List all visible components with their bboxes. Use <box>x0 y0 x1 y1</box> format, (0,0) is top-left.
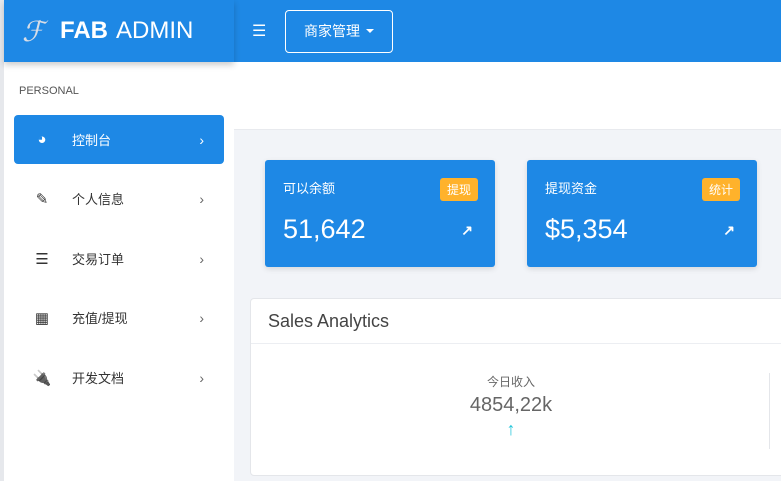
card-value: $5,354 <box>545 214 628 244</box>
sidebar-item-orders[interactable]: ☰ 交易订单 › <box>14 234 224 283</box>
dropdown-label: 商家管理 <box>304 23 360 39</box>
sales-analytics-panel: Sales Analytics 今日收入 4854,22k ↑ <box>250 298 781 476</box>
divider <box>769 373 770 449</box>
merchant-dropdown[interactable]: 商家管理 <box>285 9 393 53</box>
logo-mark-icon: ℱ <box>22 14 45 48</box>
edit-icon: ✎ <box>35 190 49 208</box>
brand-bold: FAB <box>60 17 109 44</box>
today-income-stat: 今日收入 4854,22k ↑ <box>251 373 771 440</box>
sidebar-item-label: 开发文档 <box>72 371 125 386</box>
sidebar-item-label: 控制台 <box>72 133 112 148</box>
sidebar-item-dashboard[interactable]: ◕ 控制台 › <box>14 115 224 164</box>
left-edge <box>0 0 4 481</box>
sidebar-item-recharge[interactable]: ▦ 充值/提现 › <box>14 293 224 342</box>
hamburger-icon[interactable]: ☰ <box>252 23 267 40</box>
chevron-right-icon: › <box>199 309 204 326</box>
chevron-right-icon: › <box>199 131 204 148</box>
brand-rest: ADMIN <box>116 17 194 44</box>
stat-label: 今日收入 <box>486 375 535 389</box>
sidebar-item-docs[interactable]: 🔌 开发文档 › <box>14 353 224 402</box>
sidebar-item-profile[interactable]: ✎ 个人信息 › <box>14 174 224 223</box>
balance-card: 可以余额 提现 51,642 ↗ <box>265 160 495 267</box>
sidebar: PERSONAL ◕ 控制台 › ✎ 个人信息 › ☰ 交易订单 › ▦ 充值/… <box>4 62 234 481</box>
card-value: 51,642 <box>283 214 366 244</box>
page-header-band <box>234 62 781 130</box>
table-icon: ▦ <box>34 309 50 327</box>
dashboard-icon: ◕ <box>37 131 47 148</box>
chevron-right-icon: › <box>199 369 204 386</box>
stat-value: 4854,22k <box>469 394 553 416</box>
card-title: 可以余额 <box>283 181 336 196</box>
stats-badge[interactable]: 统计 <box>701 178 740 201</box>
caret-down-icon <box>366 29 374 33</box>
card-title: 提现资金 <box>545 181 598 196</box>
sidebar-item-label: 交易订单 <box>72 252 125 267</box>
list-icon: ☰ <box>35 250 49 268</box>
plug-icon: 🔌 <box>32 369 52 387</box>
sidebar-item-label: 充值/提现 <box>72 311 128 326</box>
withdrawn-card: 提现资金 统计 $5,354 ↗ <box>527 160 757 267</box>
brand-logo[interactable]: ℱ FAB ADMIN <box>4 0 234 62</box>
withdraw-badge[interactable]: 提现 <box>439 178 478 201</box>
sidebar-item-label: 个人信息 <box>72 192 125 207</box>
top-bar: ☰ 商家管理 <box>234 0 781 62</box>
trend-up-icon: ↗ <box>461 222 473 238</box>
chevron-right-icon: › <box>199 190 204 207</box>
arrow-up-icon: ↑ <box>506 419 516 439</box>
sidebar-section-label: PERSONAL <box>19 85 79 97</box>
trend-up-icon: ↗ <box>723 222 735 238</box>
panel-title: Sales Analytics <box>251 299 781 344</box>
chevron-right-icon: › <box>199 250 204 267</box>
